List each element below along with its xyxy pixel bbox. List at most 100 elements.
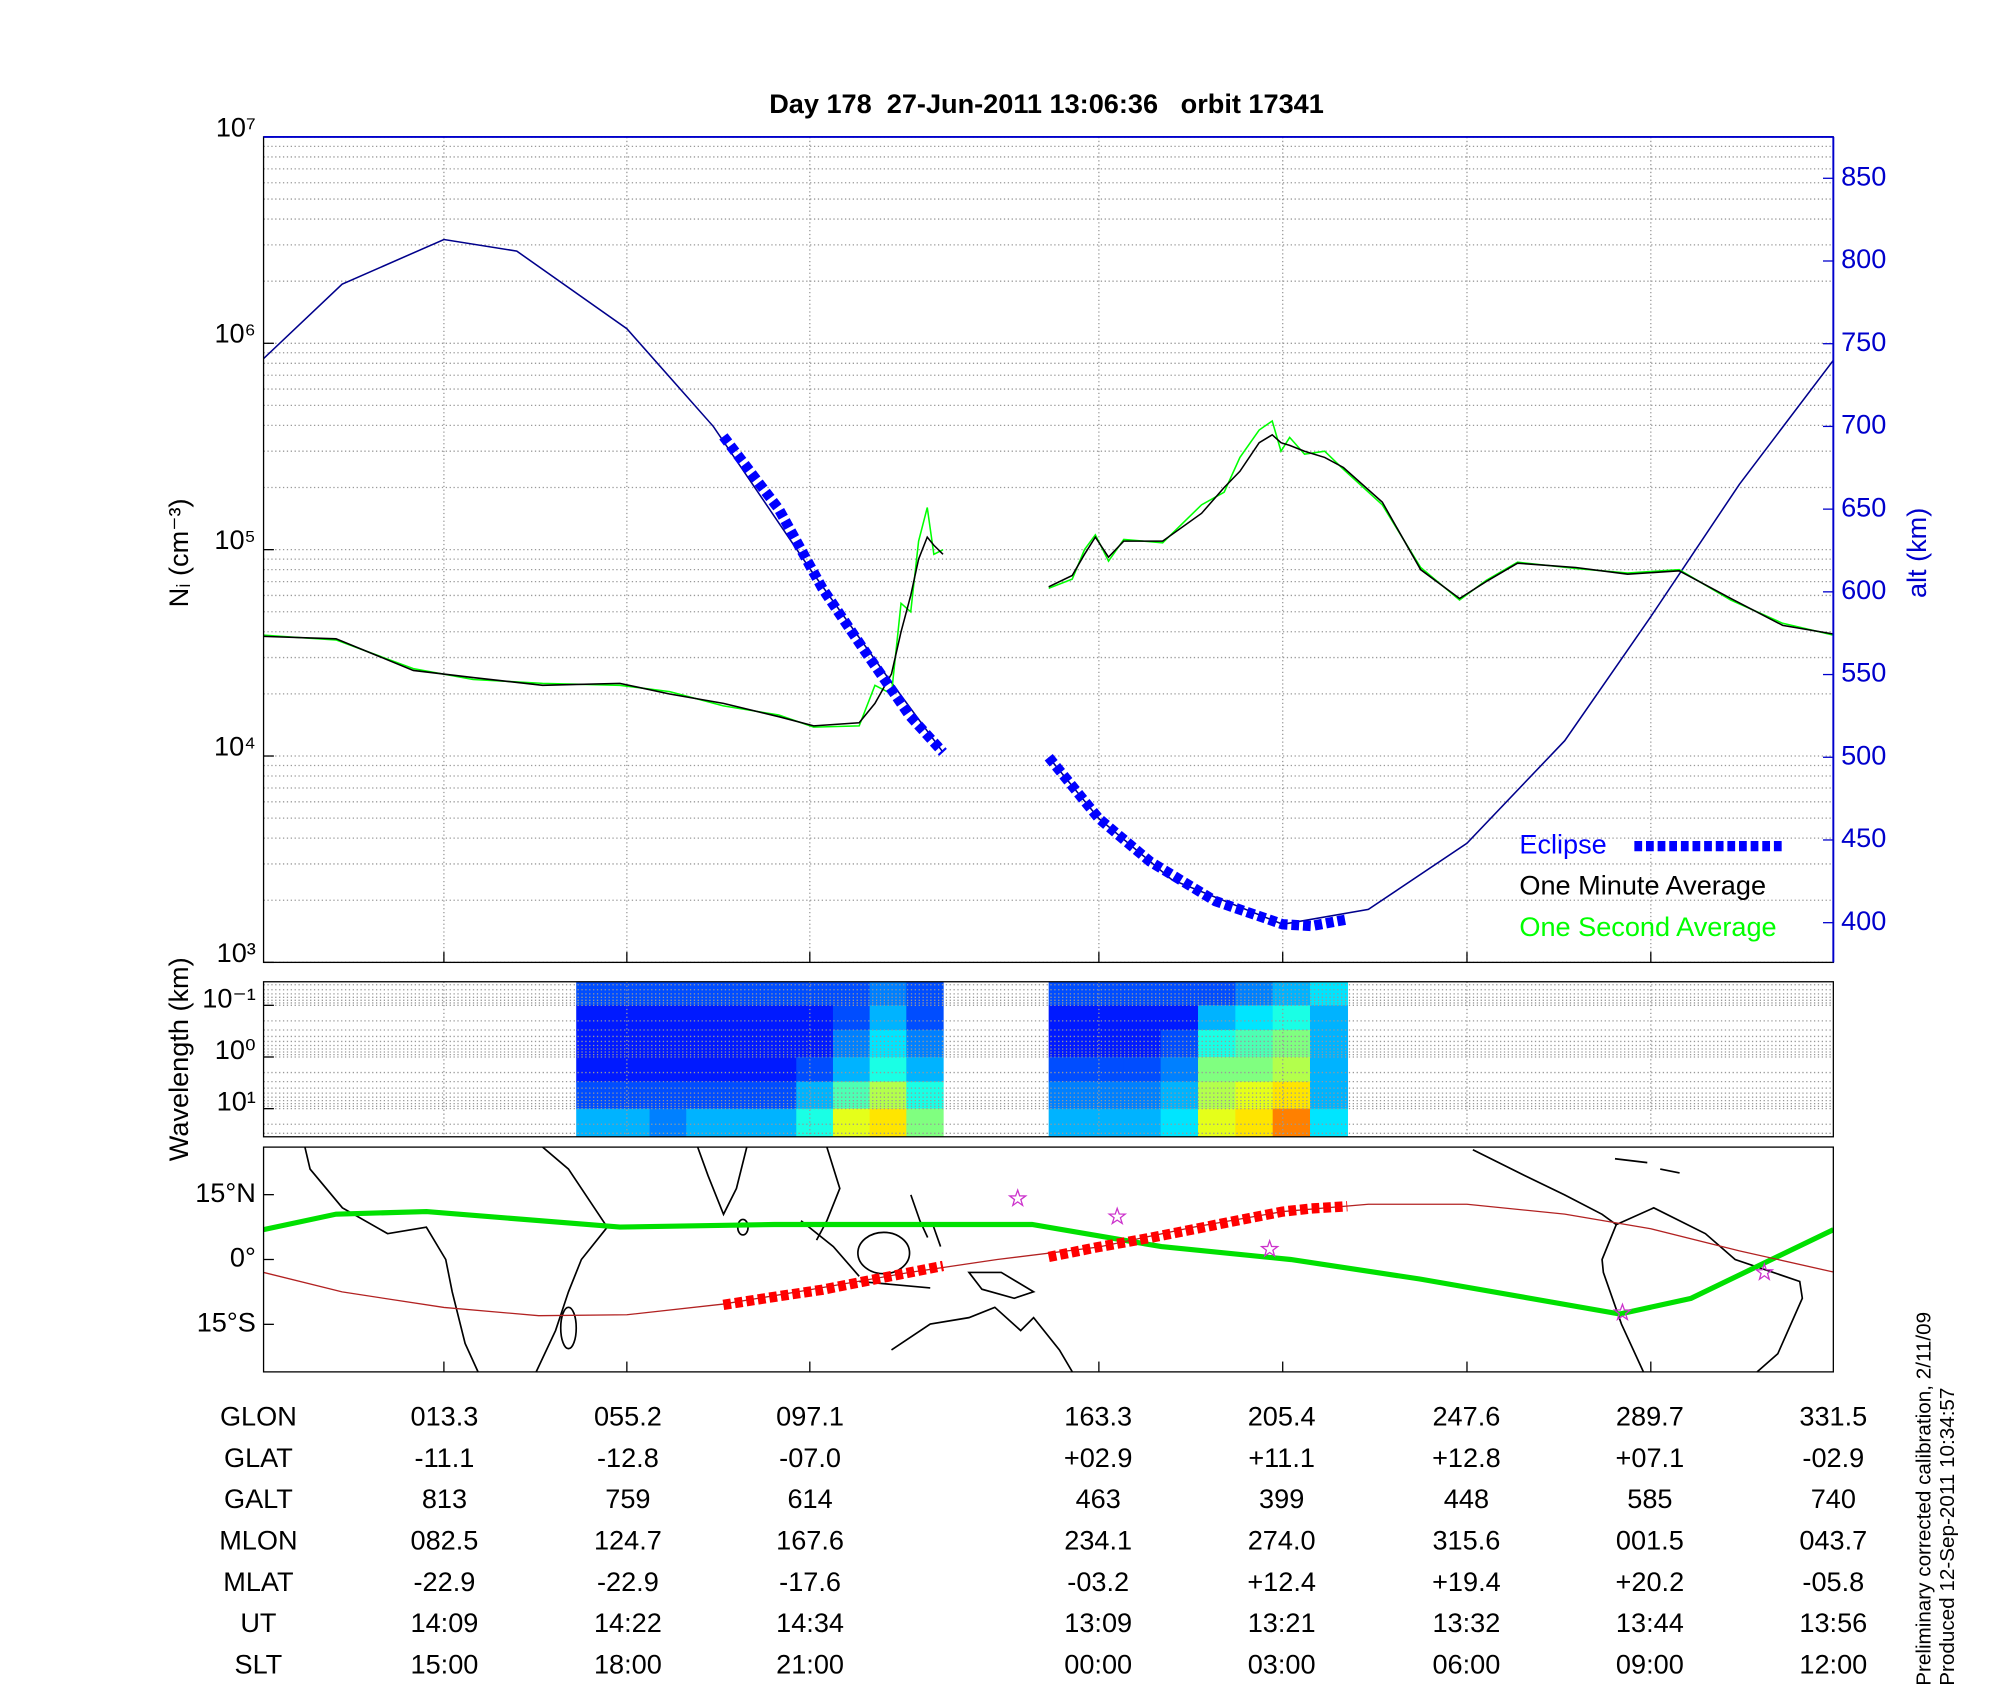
table-cell: 001.5: [1616, 1525, 1684, 1556]
table-cell: 14:34: [776, 1607, 844, 1638]
heatmap-cell: [759, 1029, 797, 1058]
heatmap-cell: [1086, 1081, 1124, 1110]
table-cell: -22.9: [414, 1566, 476, 1597]
heatmap-cell: [576, 1005, 614, 1031]
table-cell: 124.7: [594, 1525, 662, 1556]
heatmap-cell: [1160, 1108, 1199, 1137]
heatmap-cell: [1198, 1081, 1236, 1110]
y2-tick-label: 700: [1841, 409, 1886, 440]
heatmap-cell: [1198, 1005, 1236, 1031]
heatmap-cell: [1235, 1029, 1274, 1058]
table-row-label: GLAT: [224, 1442, 293, 1473]
heatmap-cell: [869, 1056, 907, 1083]
heatmap-cell: [1235, 1108, 1274, 1137]
heatmap-cell: [1310, 1029, 1348, 1058]
heatmap-cell: [1198, 1108, 1236, 1137]
table-cell: 315.6: [1432, 1525, 1500, 1556]
heatmap-cell: [1048, 1081, 1087, 1110]
heatmap-cell: [1048, 1056, 1087, 1083]
table-cell: 813: [422, 1483, 467, 1514]
heatmap-cell: [1160, 1056, 1199, 1083]
table-cell: 043.7: [1799, 1525, 1867, 1556]
y2-tick-label: 800: [1841, 243, 1886, 274]
track-line: [722, 1201, 1348, 1310]
heatmap-cell: [1235, 1056, 1274, 1083]
heatmap-cell: [686, 1056, 724, 1083]
heatmap-cell: [649, 1029, 687, 1058]
y2-axis-label: alt (km): [1901, 508, 1932, 598]
heatmap-cell: [612, 1005, 651, 1031]
chart-title: Day 178 27-Jun-2011 13:06:36 orbit 17341: [769, 88, 1324, 119]
heatmap-cell: [1235, 1005, 1274, 1031]
plot-layer: [263, 981, 1834, 1137]
heatmap-cell: [1310, 1005, 1348, 1031]
table-row-label: GLON: [220, 1401, 297, 1432]
heatmap-cell: [832, 1029, 871, 1058]
table-cell: +11.1: [1248, 1442, 1315, 1473]
y-tick-label: 10³: [217, 937, 256, 968]
y2-tick-label: 650: [1841, 491, 1886, 522]
y-axis-label: Wavelength (km): [163, 957, 194, 1161]
table-cell: 15:00: [411, 1649, 479, 1680]
coastlines: [304, 1147, 1804, 1372]
heatmap-cell: [649, 1056, 687, 1083]
heatmap-cell: [1123, 1005, 1162, 1031]
table-cell: 331.5: [1799, 1401, 1867, 1432]
table-cell: 21:00: [776, 1649, 844, 1680]
heatmap-cell: [1123, 1029, 1162, 1058]
table-cell: +12.4: [1247, 1566, 1316, 1597]
table-cell: 03:00: [1248, 1649, 1316, 1680]
table-cell: 06:00: [1432, 1649, 1500, 1680]
table-cell: 09:00: [1616, 1649, 1684, 1680]
heatmap-cell: [722, 1029, 761, 1058]
heatmap-cell: [1086, 1056, 1124, 1083]
heatmap-cell: [1310, 1056, 1348, 1083]
heatmap-cell: [1048, 1029, 1087, 1058]
table-cell: -22.9: [597, 1566, 659, 1597]
table-cell: 082.5: [411, 1525, 479, 1556]
heatmap-cell: [612, 1081, 651, 1110]
plot-frame: [262, 981, 1834, 1138]
table-cell: +19.4: [1432, 1566, 1501, 1597]
heatmap-cell: [796, 1005, 834, 1031]
table-cell: -03.2: [1067, 1566, 1129, 1597]
heatmap-cell: [1160, 1005, 1199, 1031]
heatmap-cell: [1123, 1081, 1162, 1110]
table-cell: +02.9: [1064, 1442, 1133, 1473]
table-row-label: SLT: [235, 1649, 283, 1680]
heatmap-cell: [1272, 1029, 1311, 1058]
track-line: [263, 1208, 1834, 1317]
table-cell: 247.6: [1432, 1401, 1500, 1432]
heatmap-cell: [722, 1081, 761, 1110]
heatmap-cell: [1198, 1056, 1236, 1083]
table-row-label: MLAT: [223, 1566, 293, 1597]
table-cell: -17.6: [779, 1566, 841, 1597]
heatmap-cell: [906, 981, 944, 1006]
table-cell: -12.8: [597, 1442, 659, 1473]
heatmap-cell: [796, 1056, 834, 1083]
heatmap-cell: [1198, 1029, 1236, 1058]
heatmap-cell: [612, 1029, 651, 1058]
heatmap-cell: [906, 1056, 944, 1083]
table-cell: 13:09: [1064, 1607, 1132, 1638]
heatmap-cell: [576, 1056, 614, 1083]
heatmap-cell: [1086, 1005, 1124, 1031]
heatmap-cell: [796, 1108, 834, 1137]
table-cell: 463: [1076, 1483, 1121, 1514]
star-marker: [1612, 1302, 1633, 1322]
table-cell: 13:44: [1616, 1607, 1684, 1638]
heatmap-cell: [1123, 1056, 1162, 1083]
legend-label: One Minute Average: [1519, 870, 1766, 901]
table-cell: 205.4: [1248, 1401, 1316, 1432]
heatmap-cell: [796, 1029, 834, 1058]
heatmap-cell: [686, 1108, 724, 1137]
heatmap-cell: [1272, 1056, 1311, 1083]
heatmap-cell: [576, 1108, 614, 1137]
heatmap-cell: [796, 1081, 834, 1110]
star-marker: [1007, 1188, 1028, 1208]
heatmap-cell: [1235, 981, 1274, 1006]
heatmap-cell: [612, 1108, 651, 1137]
y-tick-label: 0°: [230, 1242, 256, 1273]
